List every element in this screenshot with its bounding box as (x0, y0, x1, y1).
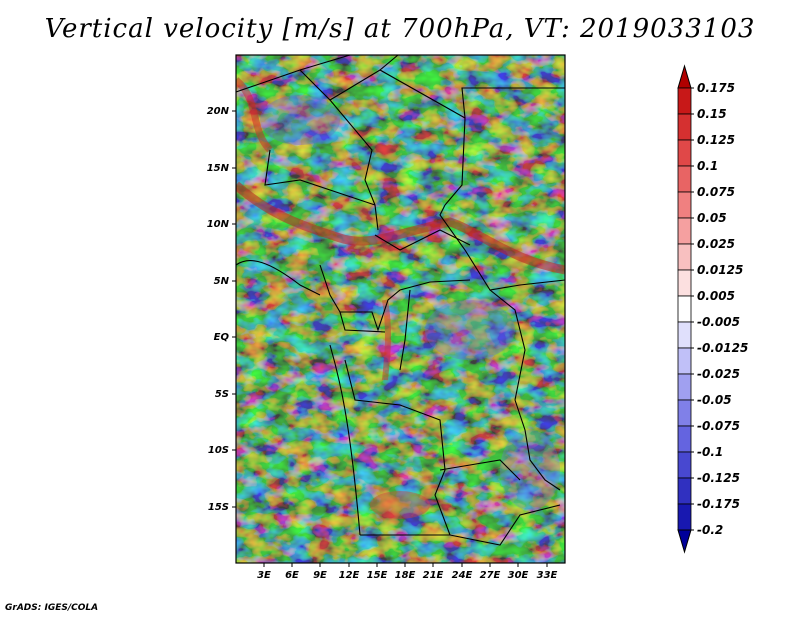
colorbar-bin (677, 139, 692, 167)
lat-label: 10N (207, 219, 230, 230)
colorbar-label: 0.125 (697, 133, 735, 147)
colorbar-label: -0.05 (697, 393, 732, 407)
colorbar-label: -0.2 (697, 523, 723, 537)
footer-credit: GrADS: IGES/COLA (5, 603, 99, 613)
colorbar-label: 0.15 (697, 107, 727, 121)
lat-label: 15S (208, 502, 229, 513)
colorbar-label: 0.075 (697, 185, 735, 199)
colorbar-label: -0.075 (697, 419, 740, 433)
colorbar-label: -0.175 (697, 497, 740, 511)
lon-label: 24E (452, 570, 473, 581)
colorbar-bin (677, 243, 692, 271)
colorbar-bin (677, 477, 692, 505)
lat-label: 20N (207, 106, 230, 117)
lat-label: 15N (207, 163, 230, 174)
colorbar-bin (677, 217, 692, 245)
longitude-axis: 3E 6E 9E 12E 15E 18E 21E 24E 27E 30E 33E (257, 563, 558, 581)
lon-label: 12E (339, 570, 360, 581)
country-borders (236, 55, 565, 546)
colorbar-label: -0.005 (697, 315, 740, 329)
lon-label: 33E (537, 570, 558, 581)
lon-label: 9E (313, 570, 327, 581)
colorbar-label: 0.1 (697, 159, 718, 173)
colorbar-bin (677, 113, 692, 141)
velocity-field (236, 55, 565, 563)
lon-label: 6E (285, 570, 299, 581)
lon-label: 3E (257, 570, 271, 581)
lon-label: 21E (423, 570, 444, 581)
lon-label: 18E (395, 570, 416, 581)
colorbar-label: -0.0125 (697, 341, 748, 355)
colorbar-bin (677, 373, 692, 401)
map-title: Vertical velocity [m/s] at 700hPa, VT: 2… (44, 14, 756, 44)
colorbar-bin (677, 347, 692, 375)
lon-label: 30E (508, 570, 529, 581)
colorbar-bin (677, 425, 692, 453)
colorbar-bin (677, 269, 692, 297)
colorbar-label: -0.025 (697, 367, 740, 381)
lat-label: 5N (214, 276, 230, 287)
colorbar-bin (677, 451, 692, 479)
colorbar-top-arrow (677, 64, 692, 89)
map-frame (235, 54, 566, 564)
lat-label: 5S (215, 389, 229, 400)
colorbar-bin (677, 191, 692, 219)
colorbar-label: -0.1 (697, 445, 723, 459)
colorbar: 0.175 0.15 0.125 0.1 0.075 0.05 0.025 0.0125 0.0… (677, 64, 748, 554)
colorbar-bin (677, 399, 692, 427)
colorbar-label: -0.125 (697, 471, 740, 485)
latitude-axis: 20N 15N 10N 5N EQ 5S 10S 15S (207, 106, 236, 513)
colorbar-bin (677, 321, 692, 349)
colorbar-bottom-arrow (677, 529, 692, 554)
colorbar-bin (677, 503, 692, 531)
colorbar-bin (677, 165, 692, 193)
colorbar-label: 0.05 (697, 211, 727, 225)
colorbar-label: 0.005 (697, 289, 735, 303)
colorbar-bin (677, 295, 692, 323)
colorbar-label: 0.025 (697, 237, 735, 251)
lon-label: 15E (367, 570, 388, 581)
colorbar-label: 0.0125 (697, 263, 743, 277)
colorbar-bin (677, 87, 692, 115)
lat-label: 10S (208, 445, 229, 456)
lon-label: 27E (480, 570, 501, 581)
lat-label: EQ (214, 332, 230, 343)
colorbar-label: 0.175 (697, 81, 735, 95)
